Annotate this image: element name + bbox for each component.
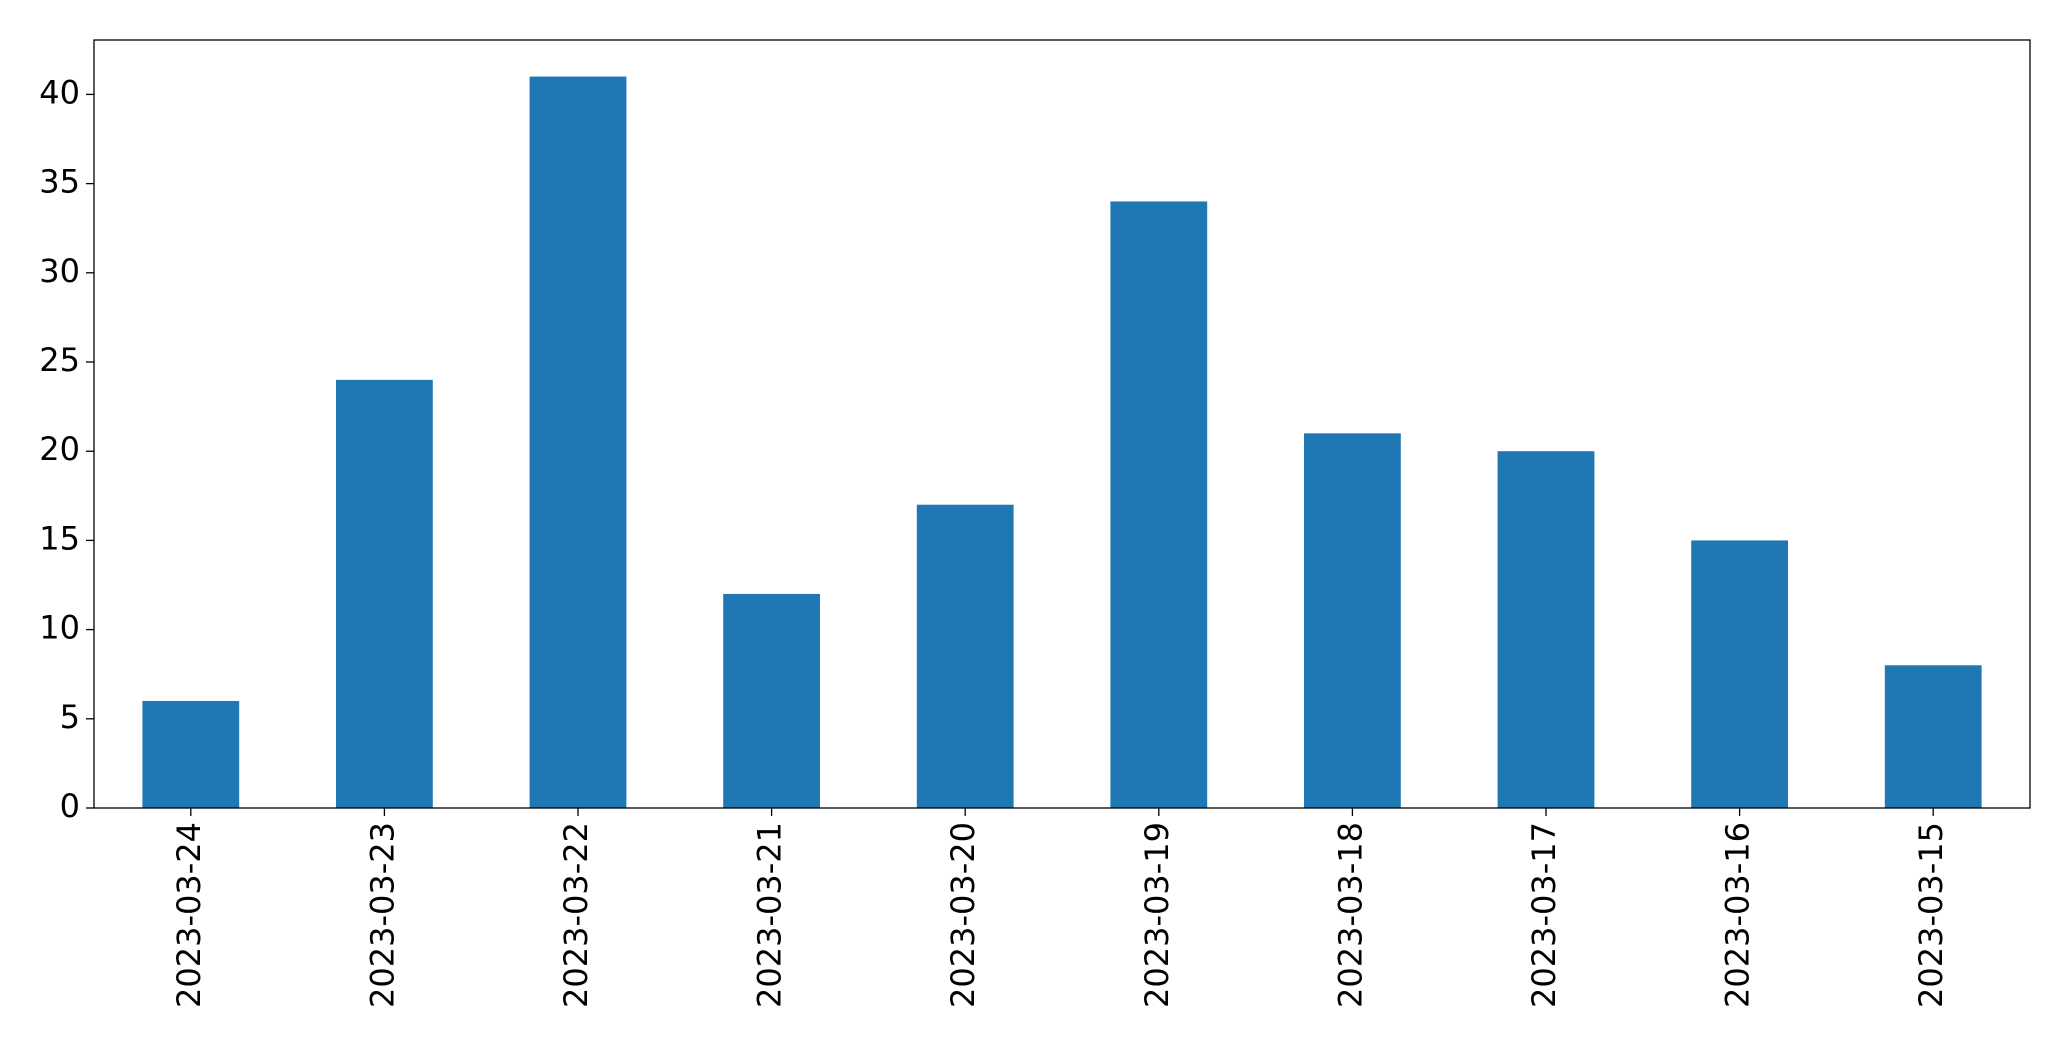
bar <box>1110 201 1208 809</box>
y-tick-label: 0 <box>60 787 80 825</box>
x-tick-label: 2023-03-17 <box>1525 822 1563 1008</box>
x-tick-label: 2023-03-24 <box>170 822 208 1008</box>
bar <box>916 504 1014 808</box>
y-tick-label: 35 <box>39 163 80 201</box>
bar <box>1884 665 1982 808</box>
x-tick-label: 2023-03-18 <box>1331 822 1369 1008</box>
y-tick-label: 10 <box>39 609 80 647</box>
x-tick-label: 2023-03-23 <box>363 822 401 1008</box>
y-tick-label: 40 <box>39 73 80 111</box>
y-tick-label: 25 <box>39 341 80 379</box>
x-tick-label: 2023-03-15 <box>1912 822 1950 1008</box>
y-tick-label: 30 <box>39 252 80 290</box>
bar <box>1691 540 1788 808</box>
bar <box>336 379 433 808</box>
bar <box>1497 451 1595 808</box>
y-tick-label: 15 <box>39 519 80 557</box>
y-tick-label: 5 <box>60 698 80 736</box>
plot-frame <box>93 39 2031 809</box>
x-tick-label: 2023-03-16 <box>1719 822 1757 1008</box>
x-tick-label: 2023-03-22 <box>557 822 595 1008</box>
bar <box>529 76 627 809</box>
x-tick-label: 2023-03-21 <box>751 822 789 1008</box>
bar <box>723 593 820 808</box>
bar <box>1304 433 1401 808</box>
y-tick-label: 20 <box>39 430 80 468</box>
bar <box>142 700 240 808</box>
x-tick-label: 2023-03-20 <box>944 822 982 1008</box>
x-tick-label: 2023-03-19 <box>1138 822 1176 1008</box>
